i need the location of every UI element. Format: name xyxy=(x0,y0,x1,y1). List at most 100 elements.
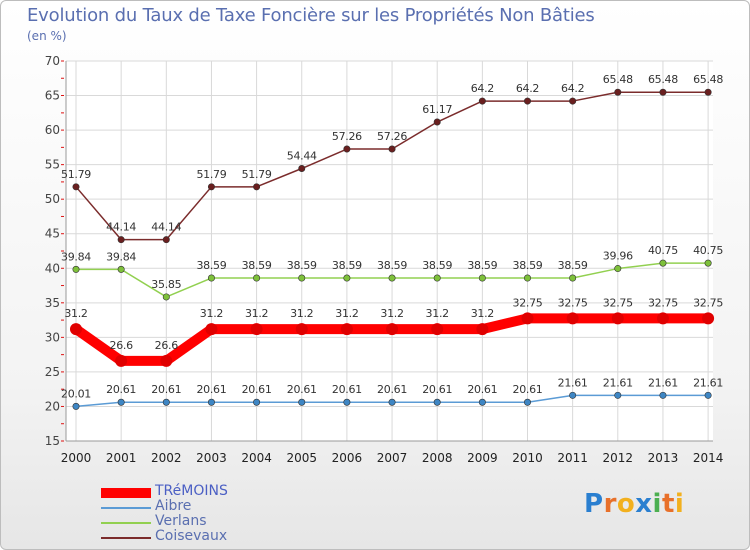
logo-letter: P xyxy=(584,489,604,519)
data-point xyxy=(569,391,577,399)
data-label: 31.2 xyxy=(290,307,313,320)
data-label: 40.75 xyxy=(648,244,678,257)
data-point xyxy=(704,88,712,96)
x-tick-label: 2006 xyxy=(332,451,363,465)
data-label: 21.61 xyxy=(603,376,633,389)
data-label: 32.75 xyxy=(513,296,543,309)
data-label: 64.2 xyxy=(516,82,539,95)
data-label: 20.61 xyxy=(467,383,497,396)
data-label: 38.59 xyxy=(242,259,272,272)
data-point xyxy=(386,323,399,336)
data-point xyxy=(250,323,263,336)
data-label: 38.59 xyxy=(558,259,588,272)
legend-swatch xyxy=(101,488,151,498)
logo-letter: i xyxy=(652,489,662,519)
y-tick-label: 25 xyxy=(45,365,60,379)
data-point xyxy=(431,323,444,336)
legend-label: Verlans xyxy=(155,513,207,529)
data-label: 35.85 xyxy=(151,278,181,291)
y-tick-label: 50 xyxy=(45,192,60,206)
data-point xyxy=(388,274,396,282)
data-point xyxy=(614,265,622,273)
x-tick-label: 2002 xyxy=(151,451,182,465)
data-point xyxy=(207,183,215,191)
data-label: 20.61 xyxy=(242,383,272,396)
data-point xyxy=(476,323,489,336)
data-label: 38.59 xyxy=(196,259,226,272)
legend-label: TRéMOINS xyxy=(155,483,228,499)
legend-swatch xyxy=(101,507,151,509)
data-point xyxy=(205,323,218,336)
data-point xyxy=(253,274,261,282)
proxiti-logo: Proxiti xyxy=(584,489,684,519)
data-label: 32.75 xyxy=(603,296,633,309)
y-tick-label: 15 xyxy=(45,434,60,448)
data-label: 39.84 xyxy=(106,250,136,263)
data-label: 21.61 xyxy=(558,376,588,389)
data-point xyxy=(478,97,486,105)
data-label: 44.14 xyxy=(106,221,136,234)
data-point xyxy=(162,293,170,301)
data-point xyxy=(117,398,125,406)
plot-area xyxy=(66,61,713,441)
x-tick-label: 2004 xyxy=(241,451,272,465)
data-label: 65.48 xyxy=(603,73,633,86)
legend-swatch xyxy=(101,522,151,524)
data-label: 31.2 xyxy=(380,307,403,320)
data-point xyxy=(614,391,622,399)
data-point xyxy=(611,312,624,325)
data-point xyxy=(298,274,306,282)
data-label: 61.17 xyxy=(422,103,452,116)
data-point xyxy=(343,398,351,406)
data-point xyxy=(702,312,715,325)
data-label: 20.61 xyxy=(196,383,226,396)
data-label: 38.59 xyxy=(513,259,543,272)
data-label: 32.75 xyxy=(558,296,588,309)
y-tick-label: 30 xyxy=(45,330,60,344)
data-point xyxy=(162,398,170,406)
data-point xyxy=(160,354,173,367)
data-label: 20.61 xyxy=(287,383,317,396)
data-label: 44.14 xyxy=(151,221,181,234)
data-label: 64.2 xyxy=(561,82,584,95)
data-label: 32.75 xyxy=(693,296,723,309)
data-point xyxy=(388,398,396,406)
data-point xyxy=(343,145,351,153)
logo-letter: o xyxy=(616,489,636,519)
x-tick-label: 2009 xyxy=(467,451,498,465)
data-label: 54.44 xyxy=(287,150,317,163)
data-label: 31.2 xyxy=(335,307,358,320)
x-tick-label: 2008 xyxy=(422,451,453,465)
x-tick-label: 2005 xyxy=(286,451,317,465)
y-tick-label: 65 xyxy=(45,89,60,103)
data-label: 51.79 xyxy=(61,168,91,181)
data-label: 31.2 xyxy=(200,307,223,320)
data-point xyxy=(704,259,712,267)
data-label: 65.48 xyxy=(648,73,678,86)
y-tick-label: 40 xyxy=(45,261,60,275)
data-label: 31.2 xyxy=(64,307,87,320)
legend-swatch xyxy=(101,537,151,539)
data-label: 31.2 xyxy=(426,307,449,320)
data-point xyxy=(253,398,261,406)
logo-letter: i xyxy=(674,489,685,519)
data-label: 39.84 xyxy=(61,250,91,263)
data-point xyxy=(72,265,80,273)
logo-letter: r xyxy=(603,489,617,519)
data-point xyxy=(298,398,306,406)
x-tick-label: 2007 xyxy=(377,451,408,465)
data-label: 51.79 xyxy=(196,168,226,181)
data-label: 39.96 xyxy=(603,250,633,263)
legend-label: Aibre xyxy=(155,498,192,514)
data-point xyxy=(704,391,712,399)
data-point xyxy=(207,274,215,282)
x-tick-label: 2011 xyxy=(557,451,588,465)
data-label: 20.61 xyxy=(377,383,407,396)
data-point xyxy=(162,236,170,244)
data-label: 57.26 xyxy=(377,130,407,143)
chart-title: Evolution du Taux de Taxe Foncière sur l… xyxy=(27,5,595,26)
data-point xyxy=(72,183,80,191)
data-point xyxy=(521,312,534,325)
data-point xyxy=(117,265,125,273)
